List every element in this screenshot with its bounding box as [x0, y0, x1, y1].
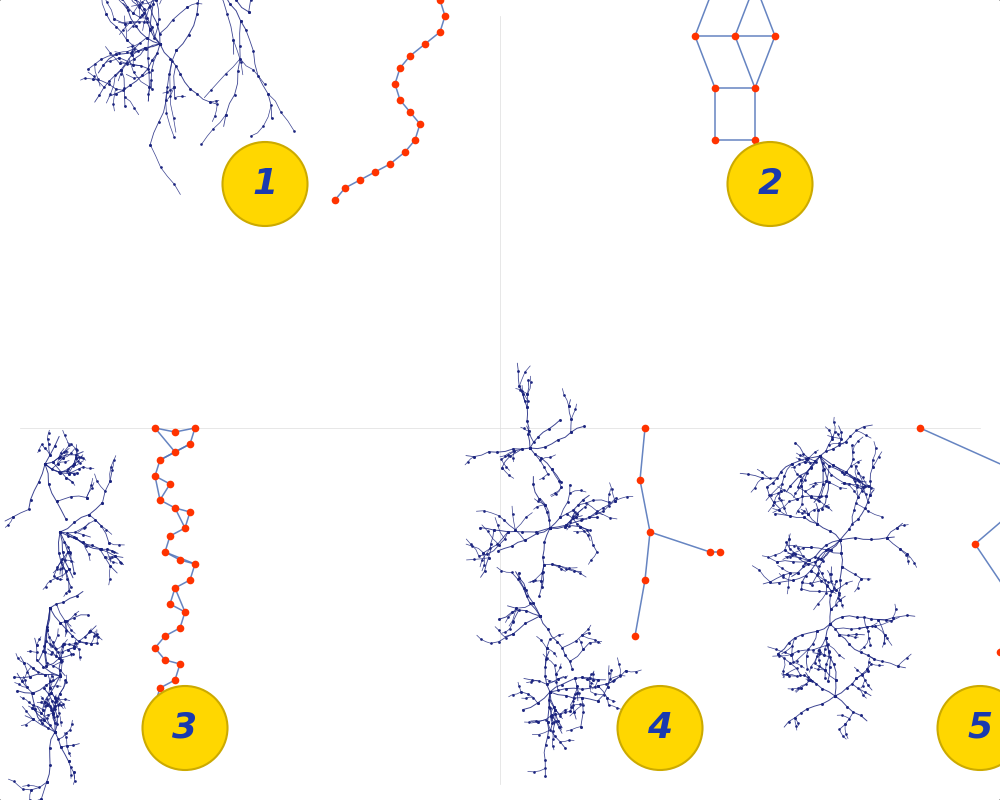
Text: 3: 3	[172, 711, 198, 745]
Text: 1: 1	[252, 167, 278, 201]
Text: 5: 5	[967, 711, 993, 745]
Ellipse shape	[728, 142, 812, 226]
Text: 2: 2	[757, 167, 783, 201]
Ellipse shape	[222, 142, 308, 226]
Ellipse shape	[143, 686, 228, 770]
Text: 4: 4	[647, 711, 673, 745]
Ellipse shape	[618, 686, 702, 770]
Ellipse shape	[938, 686, 1000, 770]
